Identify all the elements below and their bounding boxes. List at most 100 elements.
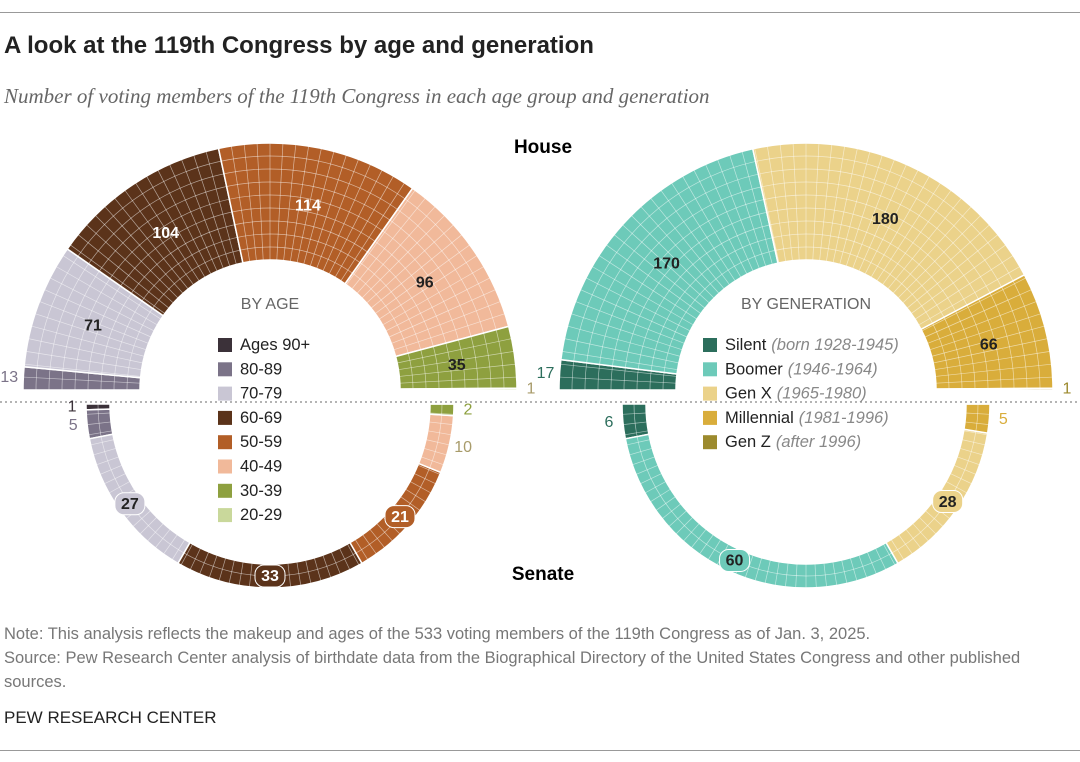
value-label: 5 [999, 411, 1008, 428]
seat-grid [682, 175, 742, 278]
seat-grid [683, 523, 700, 542]
seat-grid [289, 145, 309, 262]
seat-grid [950, 473, 972, 485]
seat-grid [691, 528, 707, 549]
label-bubble [254, 564, 286, 588]
seat-grid [23, 376, 141, 384]
seat-grid [330, 551, 341, 575]
seat-grid [391, 301, 501, 344]
seat-grid [655, 496, 676, 511]
seat-grid [139, 516, 158, 535]
seat-grid [832, 561, 838, 586]
seat-grid [906, 234, 999, 309]
seat-grid [339, 548, 351, 570]
seat-grid [429, 412, 454, 415]
value-label: 71 [84, 317, 102, 334]
value-label: 33 [261, 568, 279, 585]
seat-grid [49, 277, 155, 332]
label-bubble [114, 492, 146, 516]
segment [399, 387, 518, 391]
seat-grid [427, 430, 452, 436]
value-label: 1 [527, 380, 536, 397]
seat-grid [717, 159, 760, 269]
seat-grid [398, 351, 515, 371]
legend-label: 20-29 [240, 506, 282, 524]
legend-years: (1965-1980) [777, 385, 867, 403]
legend-label: 30-39 [240, 482, 282, 500]
seat-grid [858, 554, 868, 578]
legend-label: Gen X (1965-1980) [725, 385, 867, 403]
seat-grid [705, 164, 754, 272]
seat-grid [934, 351, 1051, 371]
seat-grid [69, 244, 166, 314]
seat-grid [397, 338, 512, 364]
seat-grid [347, 543, 360, 566]
seat-grid [296, 561, 302, 586]
seat-grid [77, 234, 170, 309]
seat-grid [795, 563, 798, 588]
legend-swatch [218, 362, 232, 377]
seat-grid [376, 523, 393, 542]
seat-grid [356, 206, 436, 294]
seat-grid [632, 456, 656, 466]
seat-grid [823, 562, 827, 587]
note: Note: This analysis reflects the makeup … [4, 625, 871, 643]
seat-grid [707, 539, 722, 560]
seat-grid [875, 548, 887, 570]
seat-grid [303, 151, 335, 265]
value-label: 104 [152, 225, 179, 242]
seat-grid [852, 159, 895, 269]
seat-grid [849, 557, 858, 581]
label-bubble [719, 548, 751, 572]
seat-grid [876, 182, 941, 282]
legend-years: (1981-1996) [799, 409, 889, 427]
seat-grid [741, 151, 773, 265]
legend-swatch [218, 508, 232, 523]
seat-grid [933, 338, 1048, 364]
seat-grid [231, 145, 251, 262]
seat-grid [366, 224, 454, 304]
seat-grid [39, 301, 149, 344]
legend-name: Ages 90+ [240, 336, 310, 354]
seat-grid [887, 197, 962, 290]
value-label: 28 [939, 494, 957, 511]
seat-grid [104, 206, 184, 294]
seat-grid [157, 169, 212, 275]
seat-grid [238, 561, 244, 586]
legend-name: 20-29 [240, 506, 282, 524]
senate-label: Senate [512, 564, 574, 585]
seat-grid [399, 376, 517, 384]
seat-grid [199, 551, 210, 575]
legend-name: 80-89 [240, 361, 282, 379]
seat-grid [218, 148, 244, 263]
seat-grid [882, 189, 952, 286]
seat-grid [193, 154, 231, 267]
seat-grid [93, 447, 117, 456]
seat-grid [409, 481, 432, 494]
subtitle: Number of voting members of the 119th Co… [4, 84, 710, 108]
legend-label: 80-89 [240, 361, 282, 379]
seat-grid [605, 244, 702, 314]
seat-grid [918, 516, 937, 535]
legend-name: Gen Z [725, 434, 771, 452]
value-label: 66 [980, 336, 998, 353]
seat-grid [668, 510, 687, 527]
seat-grid [417, 464, 441, 475]
value-label: 13 [0, 369, 18, 386]
seat-grid [564, 338, 679, 364]
seat-grid [953, 464, 977, 475]
seat-grid [774, 561, 780, 586]
value-label: 21 [391, 509, 409, 526]
legend-name: Millennial [725, 409, 794, 427]
value-label: 114 [295, 198, 321, 215]
seat-grid [898, 534, 913, 555]
value-label: 60 [726, 553, 744, 570]
legend-swatch [703, 435, 717, 450]
seat-grid [189, 548, 201, 570]
value-label: 10 [454, 439, 472, 456]
seat-grid [575, 301, 685, 344]
seat-grid [96, 456, 120, 466]
seat-grid [931, 325, 1045, 357]
seat-grid [305, 559, 312, 584]
